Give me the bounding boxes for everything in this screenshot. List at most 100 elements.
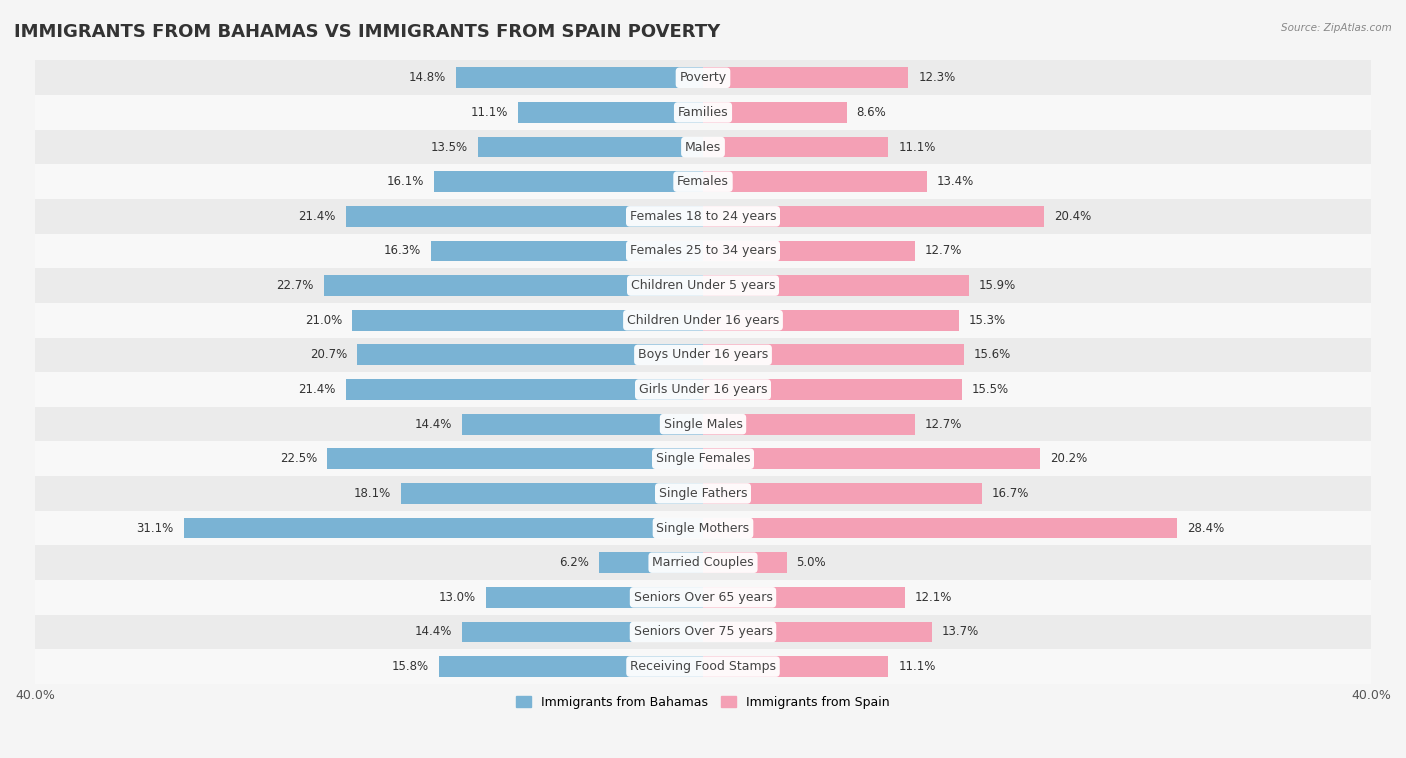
Text: 12.7%: 12.7% [925, 418, 963, 431]
Text: Seniors Over 75 years: Seniors Over 75 years [634, 625, 772, 638]
Bar [703, 414, 915, 434]
Text: 11.1%: 11.1% [898, 140, 936, 154]
Text: 21.0%: 21.0% [305, 314, 342, 327]
Text: 20.2%: 20.2% [1050, 453, 1088, 465]
Bar [703, 275, 969, 296]
Text: 15.5%: 15.5% [972, 383, 1010, 396]
Bar [434, 171, 703, 192]
Text: 5.0%: 5.0% [797, 556, 827, 569]
Bar [463, 414, 703, 434]
Text: 14.4%: 14.4% [415, 418, 453, 431]
Text: 12.3%: 12.3% [918, 71, 956, 84]
Text: 13.7%: 13.7% [942, 625, 979, 638]
Bar [703, 553, 786, 573]
Text: 14.4%: 14.4% [415, 625, 453, 638]
Bar [703, 449, 1040, 469]
Bar [35, 199, 1371, 233]
Bar [35, 545, 1371, 580]
Bar [35, 650, 1371, 684]
Bar [463, 622, 703, 642]
Text: 22.7%: 22.7% [277, 279, 314, 292]
Bar [430, 240, 703, 262]
Text: Families: Families [678, 106, 728, 119]
Text: 12.1%: 12.1% [915, 590, 952, 604]
Text: Single Females: Single Females [655, 453, 751, 465]
Text: Boys Under 16 years: Boys Under 16 years [638, 349, 768, 362]
Bar [35, 164, 1371, 199]
Bar [703, 67, 908, 88]
Bar [35, 580, 1371, 615]
Bar [703, 136, 889, 158]
Text: Females 25 to 34 years: Females 25 to 34 years [630, 245, 776, 258]
Text: Poverty: Poverty [679, 71, 727, 84]
Bar [703, 310, 959, 330]
Text: 13.5%: 13.5% [430, 140, 468, 154]
Text: 16.7%: 16.7% [993, 487, 1029, 500]
Bar [35, 407, 1371, 441]
Text: 20.7%: 20.7% [309, 349, 347, 362]
Text: 12.7%: 12.7% [925, 245, 963, 258]
Bar [35, 268, 1371, 303]
Bar [401, 483, 703, 504]
Bar [439, 656, 703, 677]
Text: Children Under 16 years: Children Under 16 years [627, 314, 779, 327]
Text: Single Fathers: Single Fathers [659, 487, 747, 500]
Text: Seniors Over 65 years: Seniors Over 65 years [634, 590, 772, 604]
Bar [346, 206, 703, 227]
Text: 16.3%: 16.3% [384, 245, 420, 258]
Bar [35, 337, 1371, 372]
Bar [517, 102, 703, 123]
Text: 13.4%: 13.4% [936, 175, 974, 188]
Text: 31.1%: 31.1% [136, 522, 173, 534]
Bar [35, 372, 1371, 407]
Bar [486, 587, 703, 608]
Bar [703, 656, 889, 677]
Text: 14.8%: 14.8% [409, 71, 446, 84]
Text: 22.5%: 22.5% [280, 453, 318, 465]
Bar [703, 171, 927, 192]
Bar [703, 518, 1177, 538]
Bar [703, 587, 905, 608]
Bar [35, 233, 1371, 268]
Bar [35, 511, 1371, 545]
Bar [328, 449, 703, 469]
Bar [35, 615, 1371, 650]
Text: Males: Males [685, 140, 721, 154]
Text: Single Mothers: Single Mothers [657, 522, 749, 534]
Bar [184, 518, 703, 538]
Text: Single Males: Single Males [664, 418, 742, 431]
Text: 28.4%: 28.4% [1187, 522, 1225, 534]
Text: 13.0%: 13.0% [439, 590, 475, 604]
Text: 6.2%: 6.2% [560, 556, 589, 569]
Bar [703, 206, 1043, 227]
Text: 15.8%: 15.8% [392, 660, 429, 673]
Text: 8.6%: 8.6% [856, 106, 886, 119]
Text: 11.1%: 11.1% [898, 660, 936, 673]
Bar [35, 476, 1371, 511]
Text: 20.4%: 20.4% [1053, 210, 1091, 223]
Bar [599, 553, 703, 573]
Bar [703, 622, 932, 642]
Legend: Immigrants from Bahamas, Immigrants from Spain: Immigrants from Bahamas, Immigrants from… [510, 690, 896, 715]
Text: Females 18 to 24 years: Females 18 to 24 years [630, 210, 776, 223]
Bar [703, 240, 915, 262]
Bar [703, 102, 846, 123]
Text: Girls Under 16 years: Girls Under 16 years [638, 383, 768, 396]
Bar [703, 344, 963, 365]
Bar [35, 441, 1371, 476]
Bar [346, 379, 703, 400]
Bar [353, 310, 703, 330]
Text: Females: Females [678, 175, 728, 188]
Text: 16.1%: 16.1% [387, 175, 425, 188]
Bar [456, 67, 703, 88]
Text: 11.1%: 11.1% [470, 106, 508, 119]
Bar [703, 483, 981, 504]
Bar [35, 130, 1371, 164]
Bar [35, 61, 1371, 95]
Text: Married Couples: Married Couples [652, 556, 754, 569]
Text: Receiving Food Stamps: Receiving Food Stamps [630, 660, 776, 673]
Bar [357, 344, 703, 365]
Text: IMMIGRANTS FROM BAHAMAS VS IMMIGRANTS FROM SPAIN POVERTY: IMMIGRANTS FROM BAHAMAS VS IMMIGRANTS FR… [14, 23, 720, 41]
Text: 15.3%: 15.3% [969, 314, 1005, 327]
Text: 15.9%: 15.9% [979, 279, 1015, 292]
